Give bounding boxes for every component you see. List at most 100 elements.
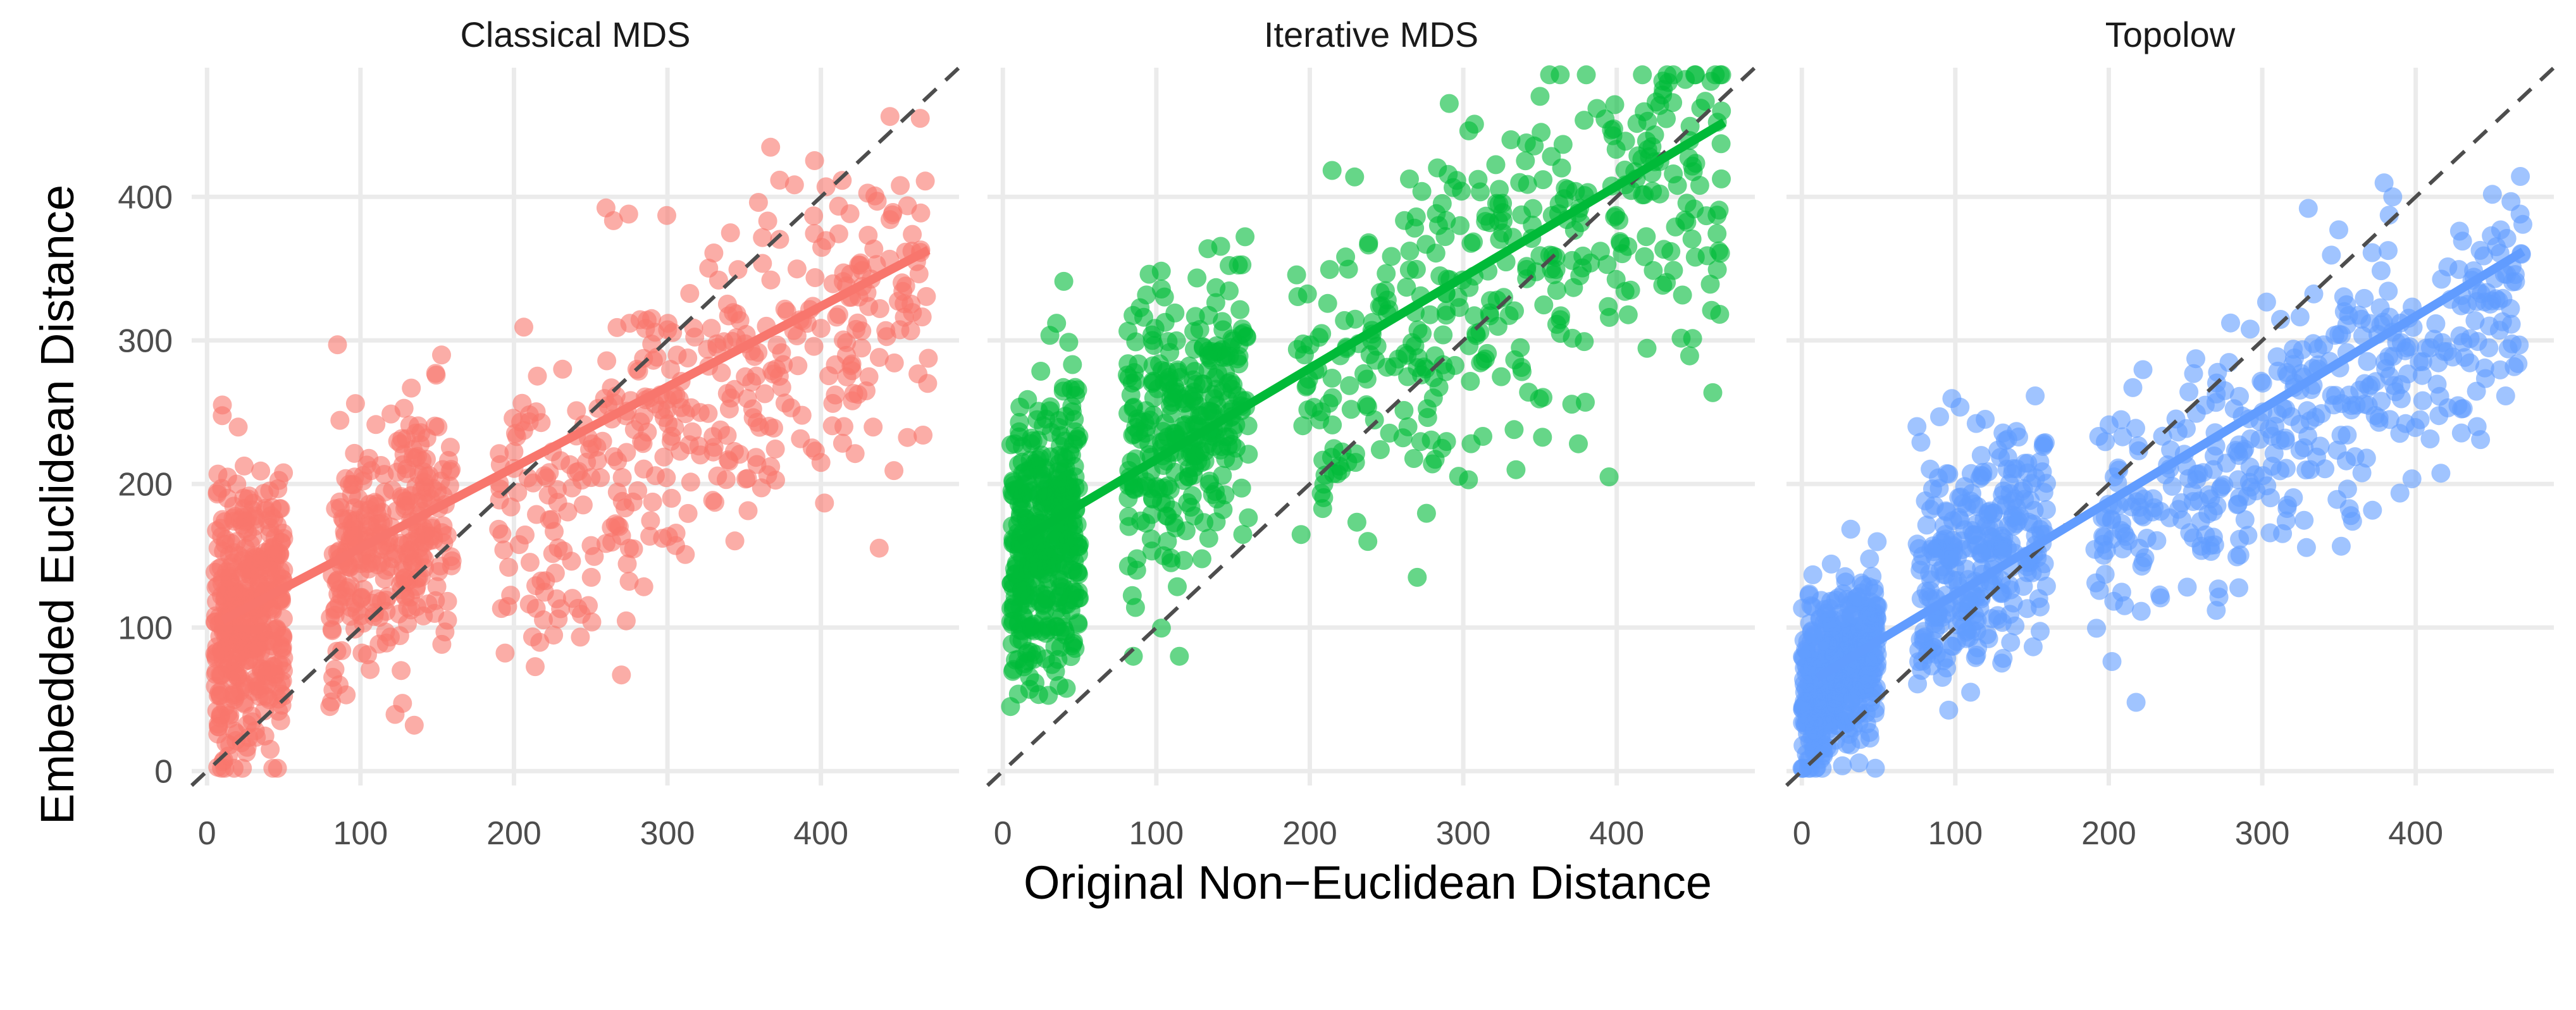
data-point — [2390, 483, 2410, 503]
data-point — [893, 273, 912, 293]
regression-line — [1814, 247, 2526, 682]
data-point — [1377, 357, 1397, 377]
data-point — [1685, 247, 1705, 267]
data-point — [2031, 622, 2050, 641]
data-point — [2369, 412, 2389, 432]
data-point — [1288, 287, 1308, 306]
data-point — [1239, 445, 1258, 464]
data-point — [571, 627, 590, 647]
data-point — [2087, 619, 2106, 638]
data-point — [1211, 237, 1230, 256]
data-point — [1054, 271, 1074, 291]
data-point — [1637, 338, 1657, 358]
data-point — [657, 468, 676, 488]
data-point — [2379, 206, 2399, 225]
data-point — [1437, 432, 1456, 452]
data-point — [225, 512, 244, 531]
data-point — [634, 577, 653, 596]
data-point — [1304, 398, 1324, 417]
data-point — [2093, 534, 2113, 554]
data-point — [638, 422, 657, 442]
data-point — [1473, 427, 1492, 446]
data-point — [567, 401, 586, 421]
data-point — [562, 478, 582, 498]
data-point — [1130, 298, 1150, 317]
data-point — [1035, 493, 1055, 513]
data-point — [607, 317, 627, 337]
data-point — [1398, 417, 1418, 436]
points-group — [1792, 167, 2532, 778]
data-point — [376, 633, 396, 653]
data-point — [1575, 111, 1594, 130]
data-point — [676, 545, 695, 564]
data-point — [2327, 490, 2347, 509]
data-point — [1552, 158, 1571, 178]
data-point — [2355, 288, 2374, 308]
data-point — [617, 443, 636, 462]
data-point — [402, 378, 421, 398]
data-point — [2267, 347, 2287, 367]
data-point — [1621, 181, 1641, 200]
data-point — [330, 675, 349, 694]
data-point — [1229, 256, 1248, 275]
data-point — [2221, 313, 2240, 333]
data-point — [1320, 260, 1339, 280]
data-point — [597, 351, 617, 371]
data-point — [2453, 231, 2472, 251]
data-point — [588, 398, 608, 418]
data-point — [2096, 432, 2115, 452]
data-point — [1124, 363, 1144, 383]
data-point — [504, 409, 523, 428]
data-point — [1866, 699, 1885, 718]
data-point — [1936, 501, 1956, 520]
data-point — [850, 256, 870, 275]
data-point — [884, 461, 904, 481]
data-point — [2277, 363, 2296, 382]
data-point — [2276, 399, 2296, 419]
data-point — [833, 171, 852, 190]
panel-2: Iterative MDS 0 100 200 300 400 — [986, 15, 1757, 852]
data-point — [721, 388, 741, 408]
data-point — [2329, 220, 2348, 240]
data-point — [2379, 281, 2398, 301]
data-point — [805, 224, 824, 243]
data-point — [1068, 380, 1087, 400]
data-point — [1027, 534, 1046, 553]
data-point — [1237, 328, 1256, 347]
data-point — [1573, 258, 1592, 278]
data-point — [1983, 504, 2003, 524]
data-point — [2482, 185, 2502, 204]
data-point — [1322, 161, 1342, 180]
data-point — [351, 554, 371, 574]
data-point — [537, 468, 557, 488]
data-point — [2337, 315, 2356, 335]
data-point — [2026, 386, 2045, 405]
data-point — [1354, 364, 1373, 383]
data-point — [1370, 440, 1390, 459]
data-point — [1063, 355, 1082, 374]
data-point — [540, 510, 559, 529]
data-point — [1426, 243, 1446, 263]
data-point — [2257, 292, 2276, 312]
data-point — [811, 453, 831, 472]
data-point — [2467, 417, 2487, 436]
data-point — [2031, 562, 2050, 581]
data-point — [2438, 257, 2458, 276]
data-point — [1913, 546, 1933, 566]
data-point — [2264, 444, 2284, 463]
identity-dashed-line — [986, 66, 1757, 787]
data-point — [1940, 550, 1960, 570]
x-tick-label: 400 — [793, 815, 848, 852]
data-point — [1432, 194, 1452, 213]
data-point — [1707, 224, 1727, 243]
data-point — [681, 472, 700, 492]
data-point — [228, 417, 248, 437]
data-point — [2228, 495, 2248, 514]
data-point — [761, 137, 781, 157]
data-point — [1967, 646, 1986, 665]
data-point — [2037, 474, 2056, 493]
data-point — [1569, 434, 1588, 453]
data-point — [2137, 529, 2157, 548]
data-point — [736, 367, 755, 386]
data-point — [637, 311, 657, 330]
